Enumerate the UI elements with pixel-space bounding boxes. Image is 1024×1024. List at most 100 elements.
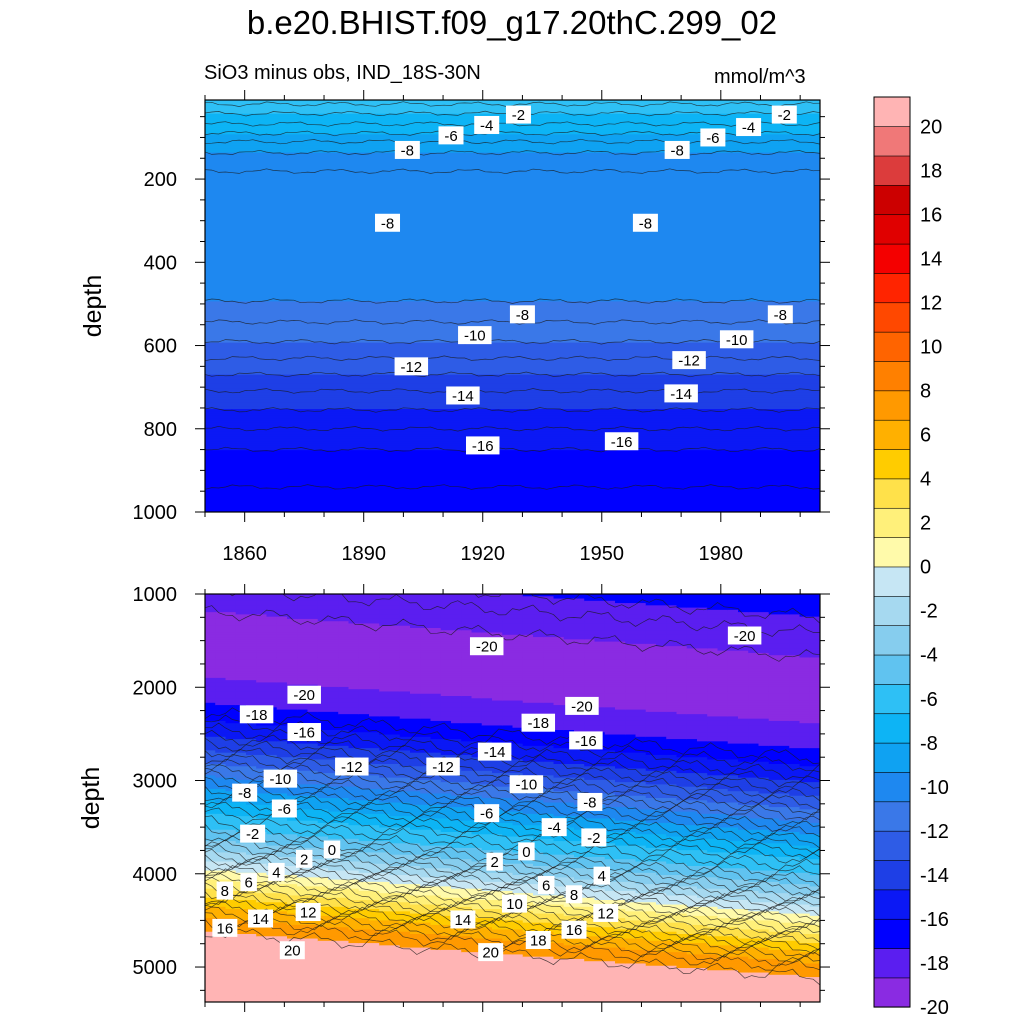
bottom-field-cell bbox=[379, 961, 391, 965]
bottom-field-cell bbox=[287, 786, 298, 790]
bottom-field-cell bbox=[389, 904, 401, 908]
bottom-field-cell bbox=[205, 750, 216, 754]
bottom-field-cell bbox=[451, 820, 462, 824]
bottom-field-cell bbox=[430, 974, 442, 978]
bottom-field-cell bbox=[379, 700, 391, 704]
bottom-field-cell bbox=[256, 632, 268, 636]
bottom-field-cell bbox=[328, 956, 339, 960]
bottom-field-cell bbox=[287, 825, 298, 829]
bottom-field-cell bbox=[256, 970, 268, 974]
bottom-field-cell bbox=[389, 915, 401, 919]
bottom-field-cell bbox=[430, 628, 442, 631]
contour-label-text: -6 bbox=[706, 130, 719, 147]
bottom-field-cell bbox=[338, 693, 350, 697]
bottom-field-cell bbox=[205, 943, 216, 946]
bottom-field-cell bbox=[235, 963, 247, 967]
bottom-field-cell bbox=[317, 711, 329, 715]
bottom-field-cell bbox=[328, 832, 339, 835]
bottom-field-cell bbox=[389, 711, 401, 715]
bottom-field-cell bbox=[461, 628, 473, 631]
bottom-field-cell bbox=[297, 779, 309, 783]
bottom-field-cell bbox=[379, 829, 391, 833]
bottom-field-cell bbox=[410, 875, 421, 878]
bottom-field-cell bbox=[225, 605, 237, 609]
bottom-field-cell bbox=[328, 997, 339, 1001]
bottom-field-cell bbox=[246, 630, 257, 634]
bottom-field-cell bbox=[389, 621, 401, 625]
bottom-field-cell bbox=[379, 893, 391, 897]
bottom-field-cell bbox=[307, 650, 319, 654]
bottom-field-cell bbox=[430, 798, 442, 801]
bottom-field-cell bbox=[369, 836, 380, 840]
bottom-field-cell bbox=[379, 827, 391, 831]
bottom-field-cell bbox=[328, 822, 339, 826]
bottom-field-cell bbox=[430, 700, 442, 704]
bottom-field-cell bbox=[246, 637, 257, 640]
bottom-field-cell bbox=[451, 664, 462, 668]
bottom-field-cell bbox=[328, 723, 339, 727]
bottom-field-cell bbox=[246, 623, 257, 627]
bottom-field-cell bbox=[348, 775, 360, 779]
bottom-field-cell bbox=[328, 668, 339, 672]
bottom-field-cell bbox=[328, 659, 339, 663]
bottom-field-cell bbox=[430, 618, 442, 622]
bottom-field-cell bbox=[328, 609, 339, 613]
bottom-field-cell bbox=[369, 845, 380, 849]
bottom-field-cell bbox=[297, 832, 309, 835]
bottom-field-cell bbox=[389, 743, 401, 747]
bottom-field-cell bbox=[307, 659, 319, 663]
bottom-field-cell bbox=[276, 818, 288, 822]
bottom-field-cell bbox=[379, 736, 391, 740]
bottom-field-cell bbox=[276, 743, 288, 747]
bottom-field-cell bbox=[430, 739, 442, 742]
bottom-field-cell bbox=[338, 979, 350, 983]
bottom-field-cell bbox=[225, 877, 237, 881]
top-contour-line bbox=[205, 355, 820, 362]
bottom-field-cell bbox=[225, 943, 237, 946]
bottom-field-cell bbox=[420, 736, 432, 740]
bottom-field-cell bbox=[266, 700, 278, 704]
bottom-field-cell bbox=[399, 757, 411, 761]
bottom-field-cell bbox=[420, 693, 432, 697]
bottom-field-cell bbox=[225, 664, 237, 668]
bottom-field-cell bbox=[328, 879, 339, 883]
bottom-field-cell bbox=[338, 900, 350, 903]
bottom-field-cell bbox=[461, 693, 473, 697]
bottom-field-cell bbox=[358, 997, 370, 1001]
bottom-field-cell bbox=[410, 825, 421, 829]
bottom-field-cell bbox=[256, 639, 268, 643]
bottom-field-cell bbox=[317, 813, 329, 817]
bottom-field-cell bbox=[399, 931, 411, 935]
contour-label-box bbox=[509, 305, 535, 324]
bottom-field-cell bbox=[225, 870, 237, 874]
bottom-field-cell bbox=[399, 702, 411, 706]
bottom-field-cell bbox=[420, 897, 432, 901]
bottom-field-cell bbox=[389, 648, 401, 652]
bottom-field-cell bbox=[287, 675, 298, 679]
bottom-field-cell bbox=[461, 788, 473, 792]
bottom-field-cell bbox=[379, 727, 391, 731]
bottom-field-cell bbox=[358, 662, 370, 665]
bottom-field-cell bbox=[256, 768, 268, 772]
bottom-field-cell bbox=[307, 757, 319, 761]
bottom-field-cell bbox=[358, 723, 370, 727]
bottom-field-cell bbox=[358, 999, 370, 1002]
bottom-field-cell bbox=[276, 881, 288, 885]
bottom-field-cell bbox=[451, 800, 462, 804]
contour-label-text: -4 bbox=[480, 117, 493, 134]
bottom-field-cell bbox=[410, 956, 421, 960]
bottom-field-cell bbox=[358, 702, 370, 706]
bottom-field-cell bbox=[276, 675, 288, 679]
bottom-field-cell bbox=[389, 807, 401, 810]
bottom-field-cell bbox=[399, 691, 411, 695]
bottom-field-cell bbox=[451, 825, 462, 829]
bottom-field-cell bbox=[420, 920, 432, 924]
bottom-field-cell bbox=[440, 836, 452, 840]
bottom-field-cell bbox=[307, 979, 319, 983]
bottom-field-cell bbox=[307, 920, 319, 924]
bottom-field-cell bbox=[225, 773, 237, 776]
bottom-field-cell bbox=[420, 847, 432, 851]
bottom-field-cell bbox=[440, 788, 452, 792]
bottom-field-cell bbox=[399, 730, 411, 733]
bottom-field-cell bbox=[389, 893, 401, 897]
